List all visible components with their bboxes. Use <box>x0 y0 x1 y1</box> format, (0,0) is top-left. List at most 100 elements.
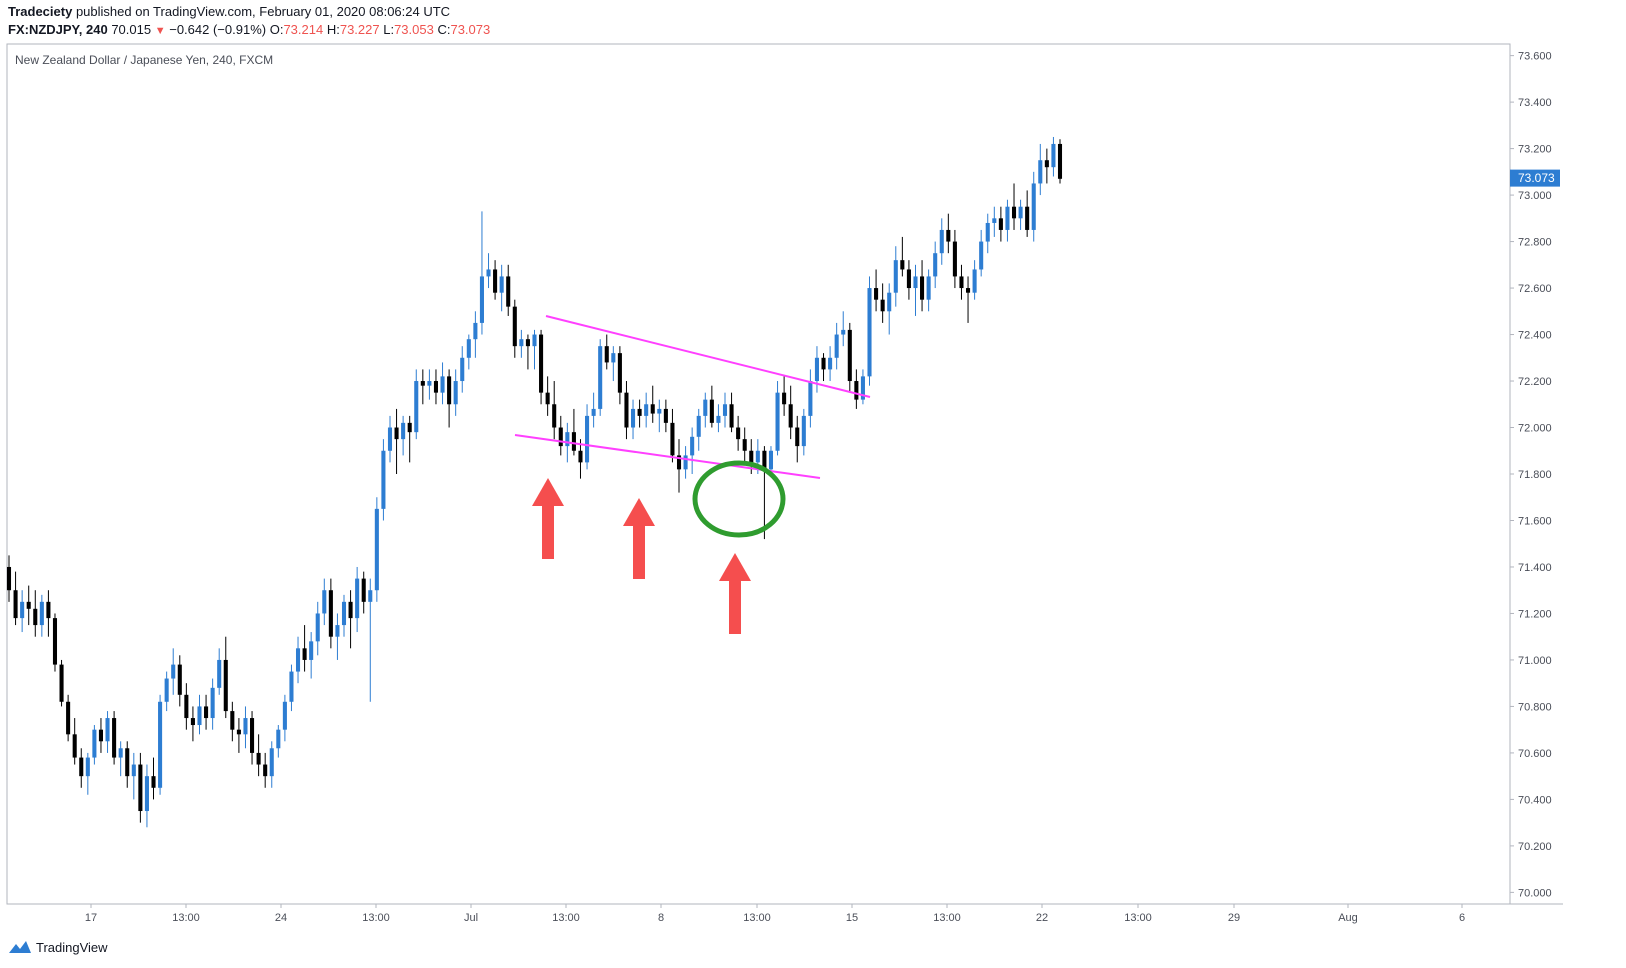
candle-body <box>302 648 307 660</box>
candle-body <box>26 601 31 609</box>
candle-body <box>105 718 110 742</box>
candle-down <box>847 322 852 393</box>
candle-up <box>893 246 898 307</box>
candle-down <box>795 415 800 463</box>
candle-down <box>263 752 268 788</box>
candle-body <box>841 329 846 335</box>
candle-up <box>598 339 603 416</box>
candle-down <box>558 415 563 456</box>
upper-trendline[interactable] <box>545 315 871 398</box>
candle-body <box>52 618 58 665</box>
candle-down <box>959 264 964 300</box>
candle-up <box>985 213 990 254</box>
candle-body <box>539 334 544 393</box>
candle-body <box>20 601 25 619</box>
candle-body <box>670 422 675 456</box>
candle-body <box>545 392 550 405</box>
candle-body <box>348 601 353 619</box>
candle-up <box>519 329 524 358</box>
candle-body <box>611 353 616 363</box>
candle-body <box>637 408 642 416</box>
candle-body <box>368 590 373 602</box>
y-tick-label: 70.000 <box>1518 887 1552 899</box>
y-tick-label: 73.200 <box>1518 144 1552 156</box>
candle-up <box>1038 143 1043 196</box>
candle-body <box>46 601 51 619</box>
candle-up <box>722 392 728 428</box>
candle-down <box>420 369 425 405</box>
candle-down <box>552 381 557 440</box>
high-label: H: <box>326 22 340 37</box>
candle-body <box>532 334 537 347</box>
y-tick-label: 73.000 <box>1518 190 1552 202</box>
candle-down <box>571 408 576 456</box>
tradingview-logo-icon <box>9 941 31 953</box>
candle-down <box>742 427 747 463</box>
candle-down <box>874 269 879 312</box>
candle-body <box>729 404 734 428</box>
candle-body <box>1057 143 1063 179</box>
candle-body <box>138 764 143 812</box>
candle-body <box>197 706 202 726</box>
candle-down <box>46 590 51 637</box>
candle-body <box>525 339 530 347</box>
candle-body <box>387 427 393 451</box>
footer-brand[interactable]: TradingView <box>8 939 108 955</box>
candle-body <box>512 306 517 347</box>
open-value: 73.214 <box>283 22 324 37</box>
candle-body <box>617 353 622 393</box>
candle-up <box>374 497 379 602</box>
candle-up <box>276 725 281 758</box>
candle-up <box>309 632 314 679</box>
candle-body <box>1038 160 1043 184</box>
candle-up <box>979 229 984 277</box>
candle-up <box>828 346 833 382</box>
candle-up <box>1018 199 1023 230</box>
candles <box>6 136 1063 828</box>
candle-up <box>427 369 432 400</box>
x-tick-label: 29 <box>1228 912 1240 924</box>
candle-up <box>657 399 662 433</box>
candle-body <box>466 339 471 358</box>
candle-body <box>394 427 399 440</box>
x-tick-label: 8 <box>658 912 664 924</box>
candle-body <box>749 450 754 463</box>
candle-body <box>473 322 478 340</box>
candle-body <box>118 748 123 758</box>
close-label: C: <box>437 22 451 37</box>
candle-up <box>466 334 471 370</box>
candle-body <box>768 450 774 470</box>
candle-down <box>906 260 911 300</box>
candle-up <box>992 206 997 237</box>
wick-highlight-circle[interactable] <box>692 460 786 538</box>
candle-body <box>39 601 44 626</box>
candle-up <box>933 241 938 289</box>
low-label: L: <box>383 22 395 37</box>
candle-body <box>295 648 301 672</box>
y-tick-label: 71.400 <box>1518 562 1552 574</box>
candle-body <box>98 729 103 742</box>
candle-up <box>532 329 537 370</box>
candle-down <box>952 229 957 289</box>
candle-body <box>256 752 261 765</box>
candle-body <box>683 455 688 470</box>
candle-body <box>479 276 484 323</box>
red-arrow-up-2[interactable] <box>623 498 655 579</box>
candle-body <box>814 357 819 382</box>
candle-down <box>230 701 235 742</box>
candle-down <box>545 376 550 416</box>
candle-down <box>539 329 544 405</box>
candle-down <box>361 571 366 614</box>
candle-up <box>164 671 169 712</box>
red-arrow-up-1[interactable] <box>532 478 564 559</box>
x-tick-label: 24 <box>275 912 287 924</box>
candle-down <box>920 260 925 312</box>
candle-body <box>939 229 944 254</box>
candle-body <box>276 729 281 749</box>
candle-body <box>933 253 938 277</box>
last-price-tag-text: 73.073 <box>1518 171 1555 185</box>
red-arrow-up-3[interactable] <box>719 553 751 634</box>
lower-trendline[interactable] <box>514 434 821 479</box>
candle-up <box>368 578 373 702</box>
